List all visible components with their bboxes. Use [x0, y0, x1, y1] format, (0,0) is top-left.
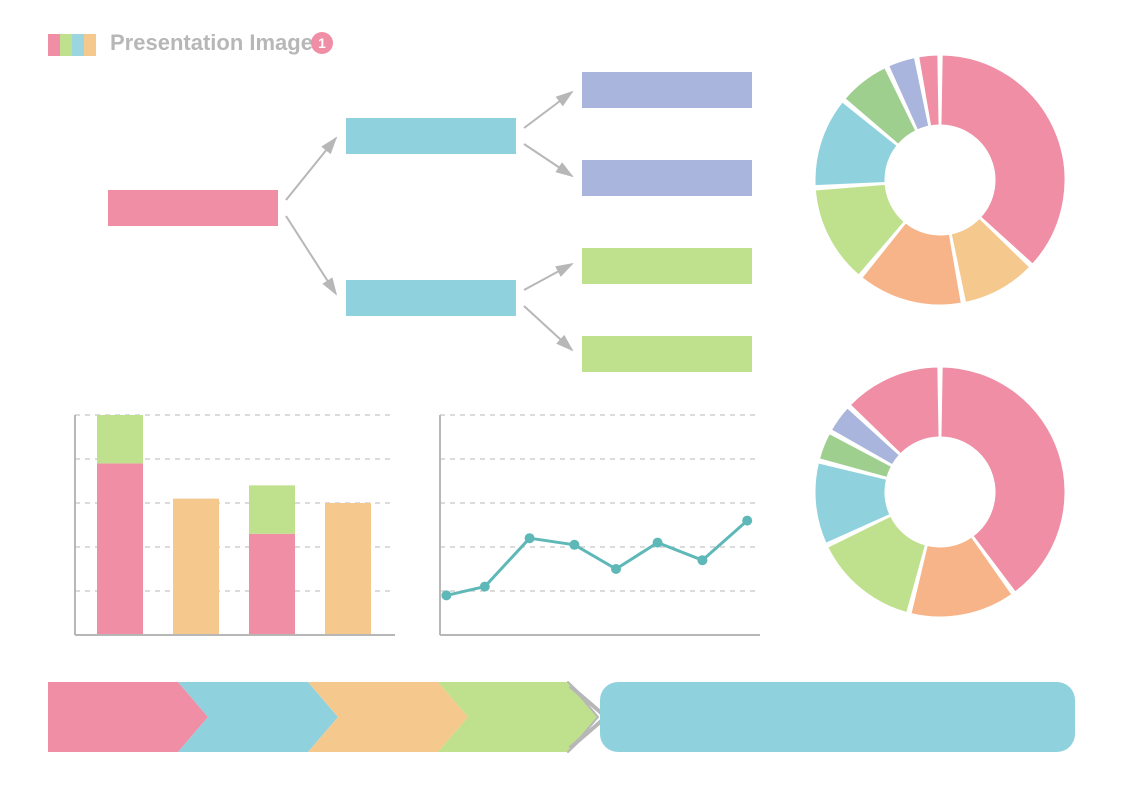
header-swatch	[48, 34, 60, 56]
tree-arrow-icon	[524, 144, 572, 176]
rounded-bar	[600, 682, 1075, 752]
bar-segment	[249, 534, 295, 635]
bar-chart	[75, 415, 395, 635]
tree-leaf-box	[582, 336, 752, 372]
line-marker	[569, 540, 579, 550]
tree-mid-box	[346, 118, 516, 154]
tree-leaf-box	[582, 72, 752, 108]
tree-leaf-box	[582, 160, 752, 196]
line-marker	[653, 538, 663, 548]
header: Presentation Image 1	[48, 30, 333, 56]
line-marker	[611, 564, 621, 574]
donut-chart-2	[815, 367, 1065, 617]
line-chart	[440, 415, 760, 635]
tree-root-box	[108, 190, 278, 226]
line-marker	[742, 516, 752, 526]
line-marker	[441, 590, 451, 600]
tree-arrow-icon	[524, 306, 572, 350]
tree-leaf-box	[582, 248, 752, 284]
flow-tree	[108, 72, 752, 372]
rounded-bar-shape	[600, 682, 1075, 752]
tree-arrow-icon	[524, 92, 572, 128]
line-marker	[480, 582, 490, 592]
chevron-step	[48, 682, 208, 752]
bar-segment	[97, 415, 143, 463]
presentation-infographic: Presentation Image 1	[0, 0, 1137, 804]
bar-segment	[97, 463, 143, 635]
tree-arrow-icon	[524, 264, 572, 290]
header-swatch	[60, 34, 72, 56]
bar-segment	[325, 503, 371, 635]
header-swatch	[84, 34, 96, 56]
header-swatch	[72, 34, 84, 56]
title-badge-number: 1	[318, 35, 326, 51]
bar-segment	[249, 485, 295, 533]
process-chevrons	[48, 682, 606, 752]
donut-chart-1	[815, 55, 1065, 305]
tree-arrow-icon	[286, 138, 336, 200]
bar-segment	[173, 499, 219, 635]
tree-arrow-icon	[286, 216, 336, 294]
line-marker	[697, 555, 707, 565]
page-title: Presentation Image	[110, 30, 313, 55]
tree-mid-box	[346, 280, 516, 316]
line-marker	[525, 533, 535, 543]
